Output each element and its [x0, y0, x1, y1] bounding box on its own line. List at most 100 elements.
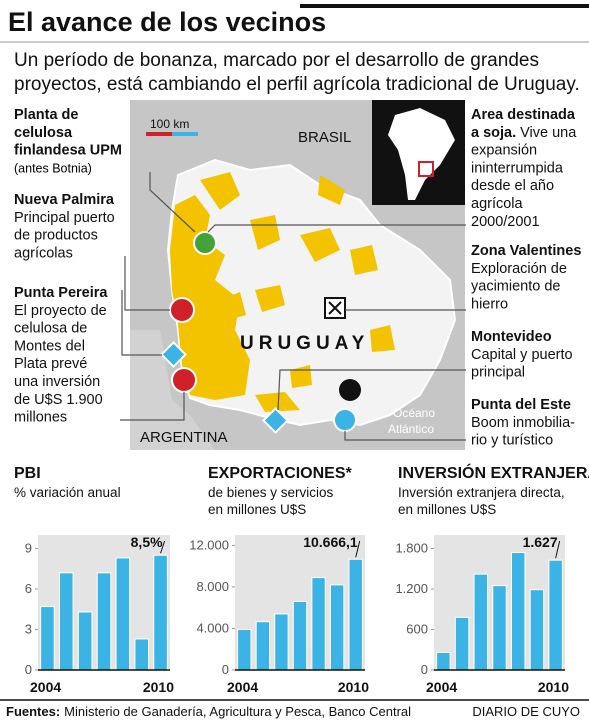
- y-tick-label: 9: [25, 541, 32, 556]
- bar: [58, 572, 74, 671]
- bar: [436, 651, 451, 671]
- bar: [548, 559, 563, 671]
- annotation-title: Montevideo: [471, 329, 552, 345]
- y-tick-label: 0: [222, 662, 229, 677]
- value-label: 1.627: [523, 534, 558, 550]
- scale-bar: [172, 132, 198, 136]
- subtitle: Un período de bonanza, marcado por el de…: [14, 50, 539, 71]
- icon-anchor: [160, 341, 187, 368]
- y-tick-label: 1.200: [395, 581, 428, 596]
- bar: [454, 616, 470, 671]
- leader-line: [207, 224, 466, 233]
- chart-subtitle: Inversión extranjera directa,: [398, 485, 565, 500]
- annotation-text: Boom inmobilia-: [471, 415, 575, 431]
- annotation-text: una inversión: [14, 374, 100, 390]
- x-tick-label: 2004: [30, 679, 61, 695]
- annotation-text: de U$S 1.900: [14, 392, 103, 408]
- annotation-title: Punta Pereira: [14, 285, 108, 301]
- chart-subtitle: % variación anual: [14, 485, 121, 500]
- icon-factory: [171, 367, 197, 393]
- chart-subtitle: de bienes y servicios: [208, 485, 334, 500]
- icon-port: [193, 231, 217, 255]
- annotation-text: Principal puerto: [14, 210, 115, 226]
- annotation-title: celulosa: [14, 125, 73, 141]
- bar: [96, 572, 112, 671]
- bar: [115, 557, 131, 671]
- chart-title: EXPORTACIONES*: [208, 465, 353, 482]
- annotation-title: Nueva Palmira: [14, 192, 115, 208]
- ocean-label: Océano: [393, 406, 435, 420]
- annotation-text: ininterrumpida: [471, 160, 564, 176]
- annotation-text: (antes Botnia): [14, 161, 92, 175]
- x-tick-label: 2010: [338, 679, 369, 695]
- value-leader: [555, 540, 561, 559]
- annotation-text: Exploración de: [471, 261, 567, 277]
- bar: [77, 611, 93, 671]
- annotation-text: Vive una: [520, 125, 577, 141]
- subtitle: proyectos, está cambiando el perfil agrí…: [14, 74, 580, 95]
- icon-mine: [328, 301, 342, 315]
- icon-anchor: [262, 407, 289, 434]
- value-label: 10.666,1: [303, 534, 358, 550]
- icon-beach: [333, 408, 357, 432]
- x-tick-label: 2004: [426, 679, 457, 695]
- icon-factory: [169, 297, 195, 323]
- bar: [237, 629, 252, 671]
- bar: [40, 606, 55, 671]
- annotation-text: desde el año: [471, 178, 554, 194]
- footer-brand: DIARIO DE CUYO: [472, 704, 580, 719]
- y-tick-label: 4.000: [196, 620, 229, 635]
- inset-continent: [388, 108, 455, 200]
- annotation-title: Zona Valentines: [471, 243, 581, 259]
- annotation-title: finlandesa UPM: [14, 143, 122, 159]
- x-tick-label: 2010: [538, 679, 569, 695]
- bar: [348, 558, 363, 671]
- bar: [492, 585, 507, 671]
- chart-subtitle: en millones U$S: [398, 502, 496, 517]
- value-label: 8,5%: [131, 534, 163, 550]
- leader-line: [121, 290, 162, 356]
- y-tick-label: 0: [25, 662, 32, 677]
- footer: Fuentes: Ministerio de Ganadería, Agricul…: [6, 704, 411, 719]
- y-tick-label: 0: [421, 662, 428, 677]
- annotation-text: Montes del: [14, 338, 85, 354]
- bar: [255, 621, 271, 671]
- leader-line: [124, 256, 170, 311]
- inset-marker: [418, 161, 434, 177]
- annotation-text: yacimiento de: [471, 279, 560, 295]
- annotation-text: rio y turístico: [471, 433, 553, 449]
- scale-bar: [146, 132, 172, 136]
- annotation-title: Planta de: [14, 107, 78, 123]
- x-tick-label: 2010: [143, 679, 174, 695]
- country-label: URUGUAY: [240, 333, 369, 354]
- y-tick-label: 12.000: [189, 537, 229, 552]
- footer-label: Fuentes:: [6, 704, 60, 719]
- bar: [292, 600, 308, 671]
- bar: [329, 584, 345, 671]
- scale-label: 100 km: [150, 117, 189, 131]
- title: El avance de los vecinos: [8, 7, 326, 37]
- bar: [134, 638, 150, 671]
- leader-line: [120, 392, 185, 421]
- map: 100 km BRASIL URUGUAY ARGENTINA Océano A…: [120, 100, 466, 450]
- annotation-text: millones: [14, 410, 67, 426]
- y-tick-label: 3: [25, 622, 32, 637]
- top-rule: [300, 4, 589, 8]
- y-tick-label: 1.800: [395, 541, 428, 556]
- value-leader: [355, 540, 361, 558]
- bar: [473, 573, 489, 671]
- y-tick-label: 8.000: [196, 579, 229, 594]
- annotation-text: principal: [471, 365, 525, 381]
- bar: [153, 554, 168, 671]
- y-tick-label: 6: [25, 581, 32, 596]
- annotation-title: Area destinada: [471, 107, 576, 123]
- y-tick-label: 600: [406, 622, 428, 637]
- bar: [311, 577, 326, 671]
- icon-city: [339, 379, 361, 401]
- chart-title: INVERSIÓN EXTRANJERA: [398, 463, 589, 482]
- annotation-title: Punta del Este: [471, 397, 571, 413]
- annotation-text: agrícolas: [14, 245, 73, 261]
- ocean-label: Atlántico: [388, 422, 434, 436]
- annotation-text: Plata prevé: [14, 356, 87, 372]
